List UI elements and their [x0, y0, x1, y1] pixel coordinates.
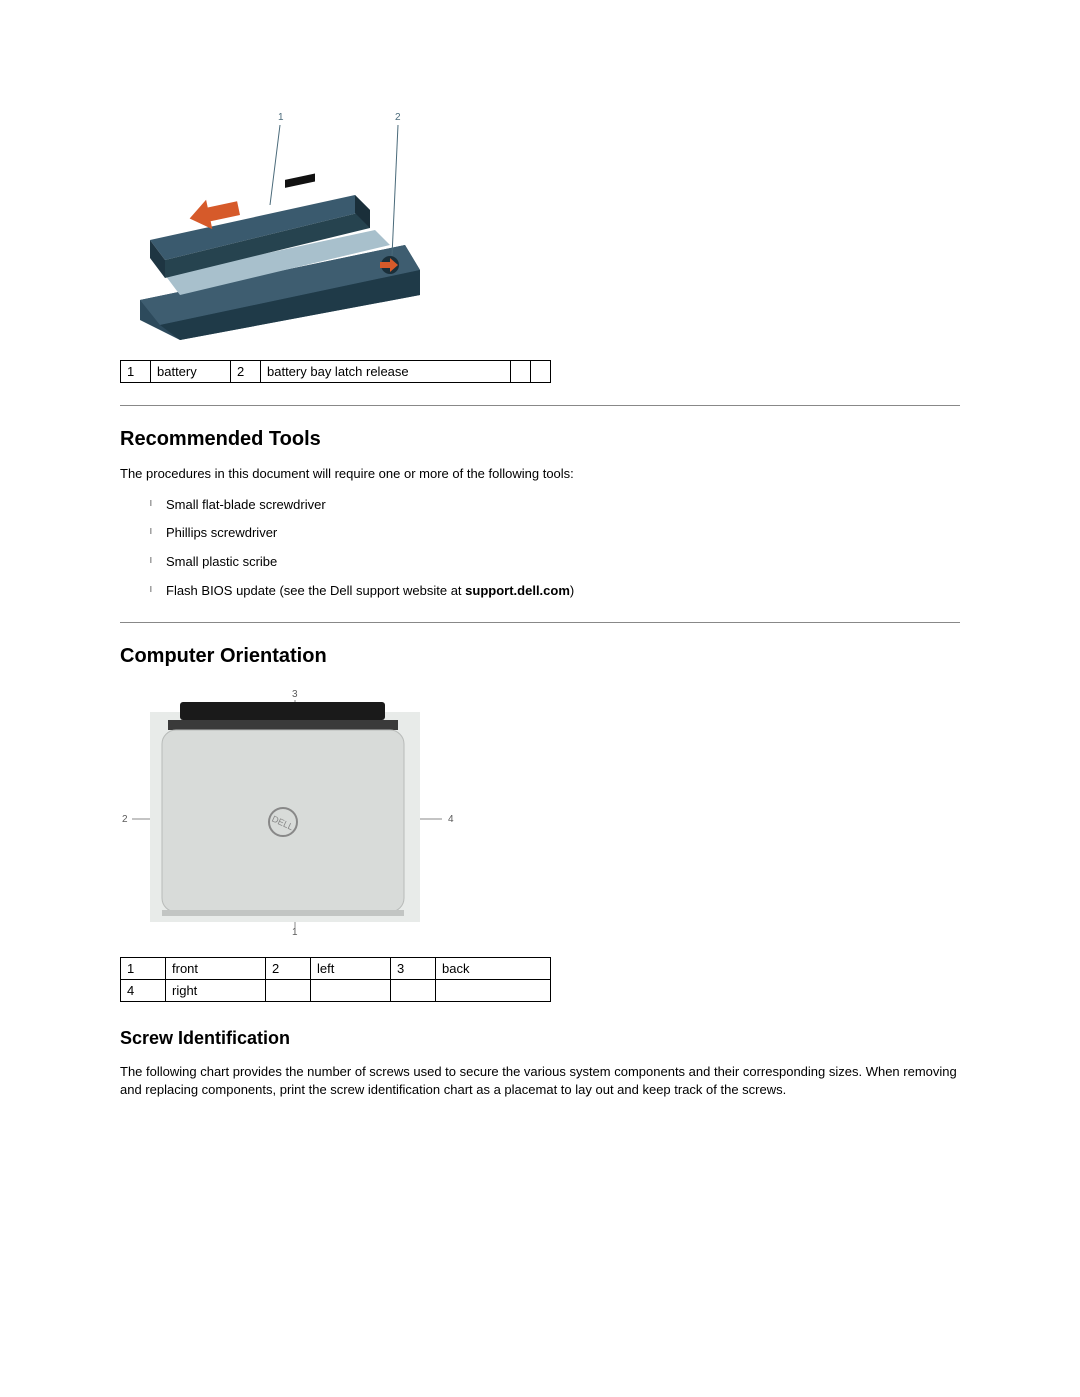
orient-callout-4: 4 [448, 814, 454, 825]
table-row: 1 battery 2 battery bay latch release [121, 361, 551, 383]
table-row: 4 right [121, 980, 551, 1002]
cell: front [166, 958, 266, 980]
orientation-callout-table: 1 front 2 left 3 back 4 right [120, 957, 551, 1002]
cell [511, 361, 531, 383]
divider [120, 622, 960, 623]
divider [120, 405, 960, 406]
orient-callout-1: 1 [292, 927, 298, 937]
recommended-tools-heading: Recommended Tools [120, 428, 960, 451]
list-item-text: Phillips screwdriver [166, 525, 277, 540]
cell: back [436, 958, 551, 980]
cell: 2 [231, 361, 261, 383]
screw-identification-heading: Screw Identification [120, 1028, 960, 1049]
cell [531, 361, 551, 383]
cell [311, 980, 391, 1002]
computer-orientation-heading: Computer Orientation [120, 645, 960, 668]
list-item: Small plastic scribe [150, 554, 960, 571]
list-item-suffix: ) [570, 583, 574, 598]
cell: left [311, 958, 391, 980]
cell: 1 [121, 958, 166, 980]
list-item: Phillips screwdriver [150, 525, 960, 542]
orientation-svg: 3 DELL 2 4 1 [120, 682, 460, 937]
cell: 1 [121, 361, 151, 383]
orientation-figure: 3 DELL 2 4 1 [120, 682, 960, 937]
cell [391, 980, 436, 1002]
cell: right [166, 980, 266, 1002]
orient-callout-3: 3 [292, 689, 298, 700]
screw-body: The following chart provides the number … [120, 1063, 960, 1098]
cell: battery bay latch release [261, 361, 511, 383]
list-item: Small flat-blade screwdriver [150, 497, 960, 514]
battery-callout-table: 1 battery 2 battery bay latch release [120, 360, 551, 383]
tools-intro: The procedures in this document will req… [120, 465, 960, 483]
cell [266, 980, 311, 1002]
list-item-text: Small flat-blade screwdriver [166, 497, 326, 512]
cell: 4 [121, 980, 166, 1002]
list-item: Flash BIOS update (see the Dell support … [150, 583, 960, 600]
fig1-callout-2: 2 [395, 112, 401, 123]
list-item-text: Small plastic scribe [166, 554, 277, 569]
battery-removal-figure: 1 2 [120, 100, 960, 340]
fig1-callout-1: 1 [278, 112, 284, 123]
table-row: 1 front 2 left 3 back [121, 958, 551, 980]
list-item-bold: support.dell.com [465, 583, 570, 598]
cell: battery [151, 361, 231, 383]
cell: 3 [391, 958, 436, 980]
battery-removal-svg: 1 2 [120, 100, 430, 340]
tools-list: Small flat-blade screwdriver Phillips sc… [120, 497, 960, 601]
orient-callout-2: 2 [122, 814, 128, 825]
list-item-prefix: Flash BIOS update (see the Dell support … [166, 583, 465, 598]
cell [436, 980, 551, 1002]
cell: 2 [266, 958, 311, 980]
